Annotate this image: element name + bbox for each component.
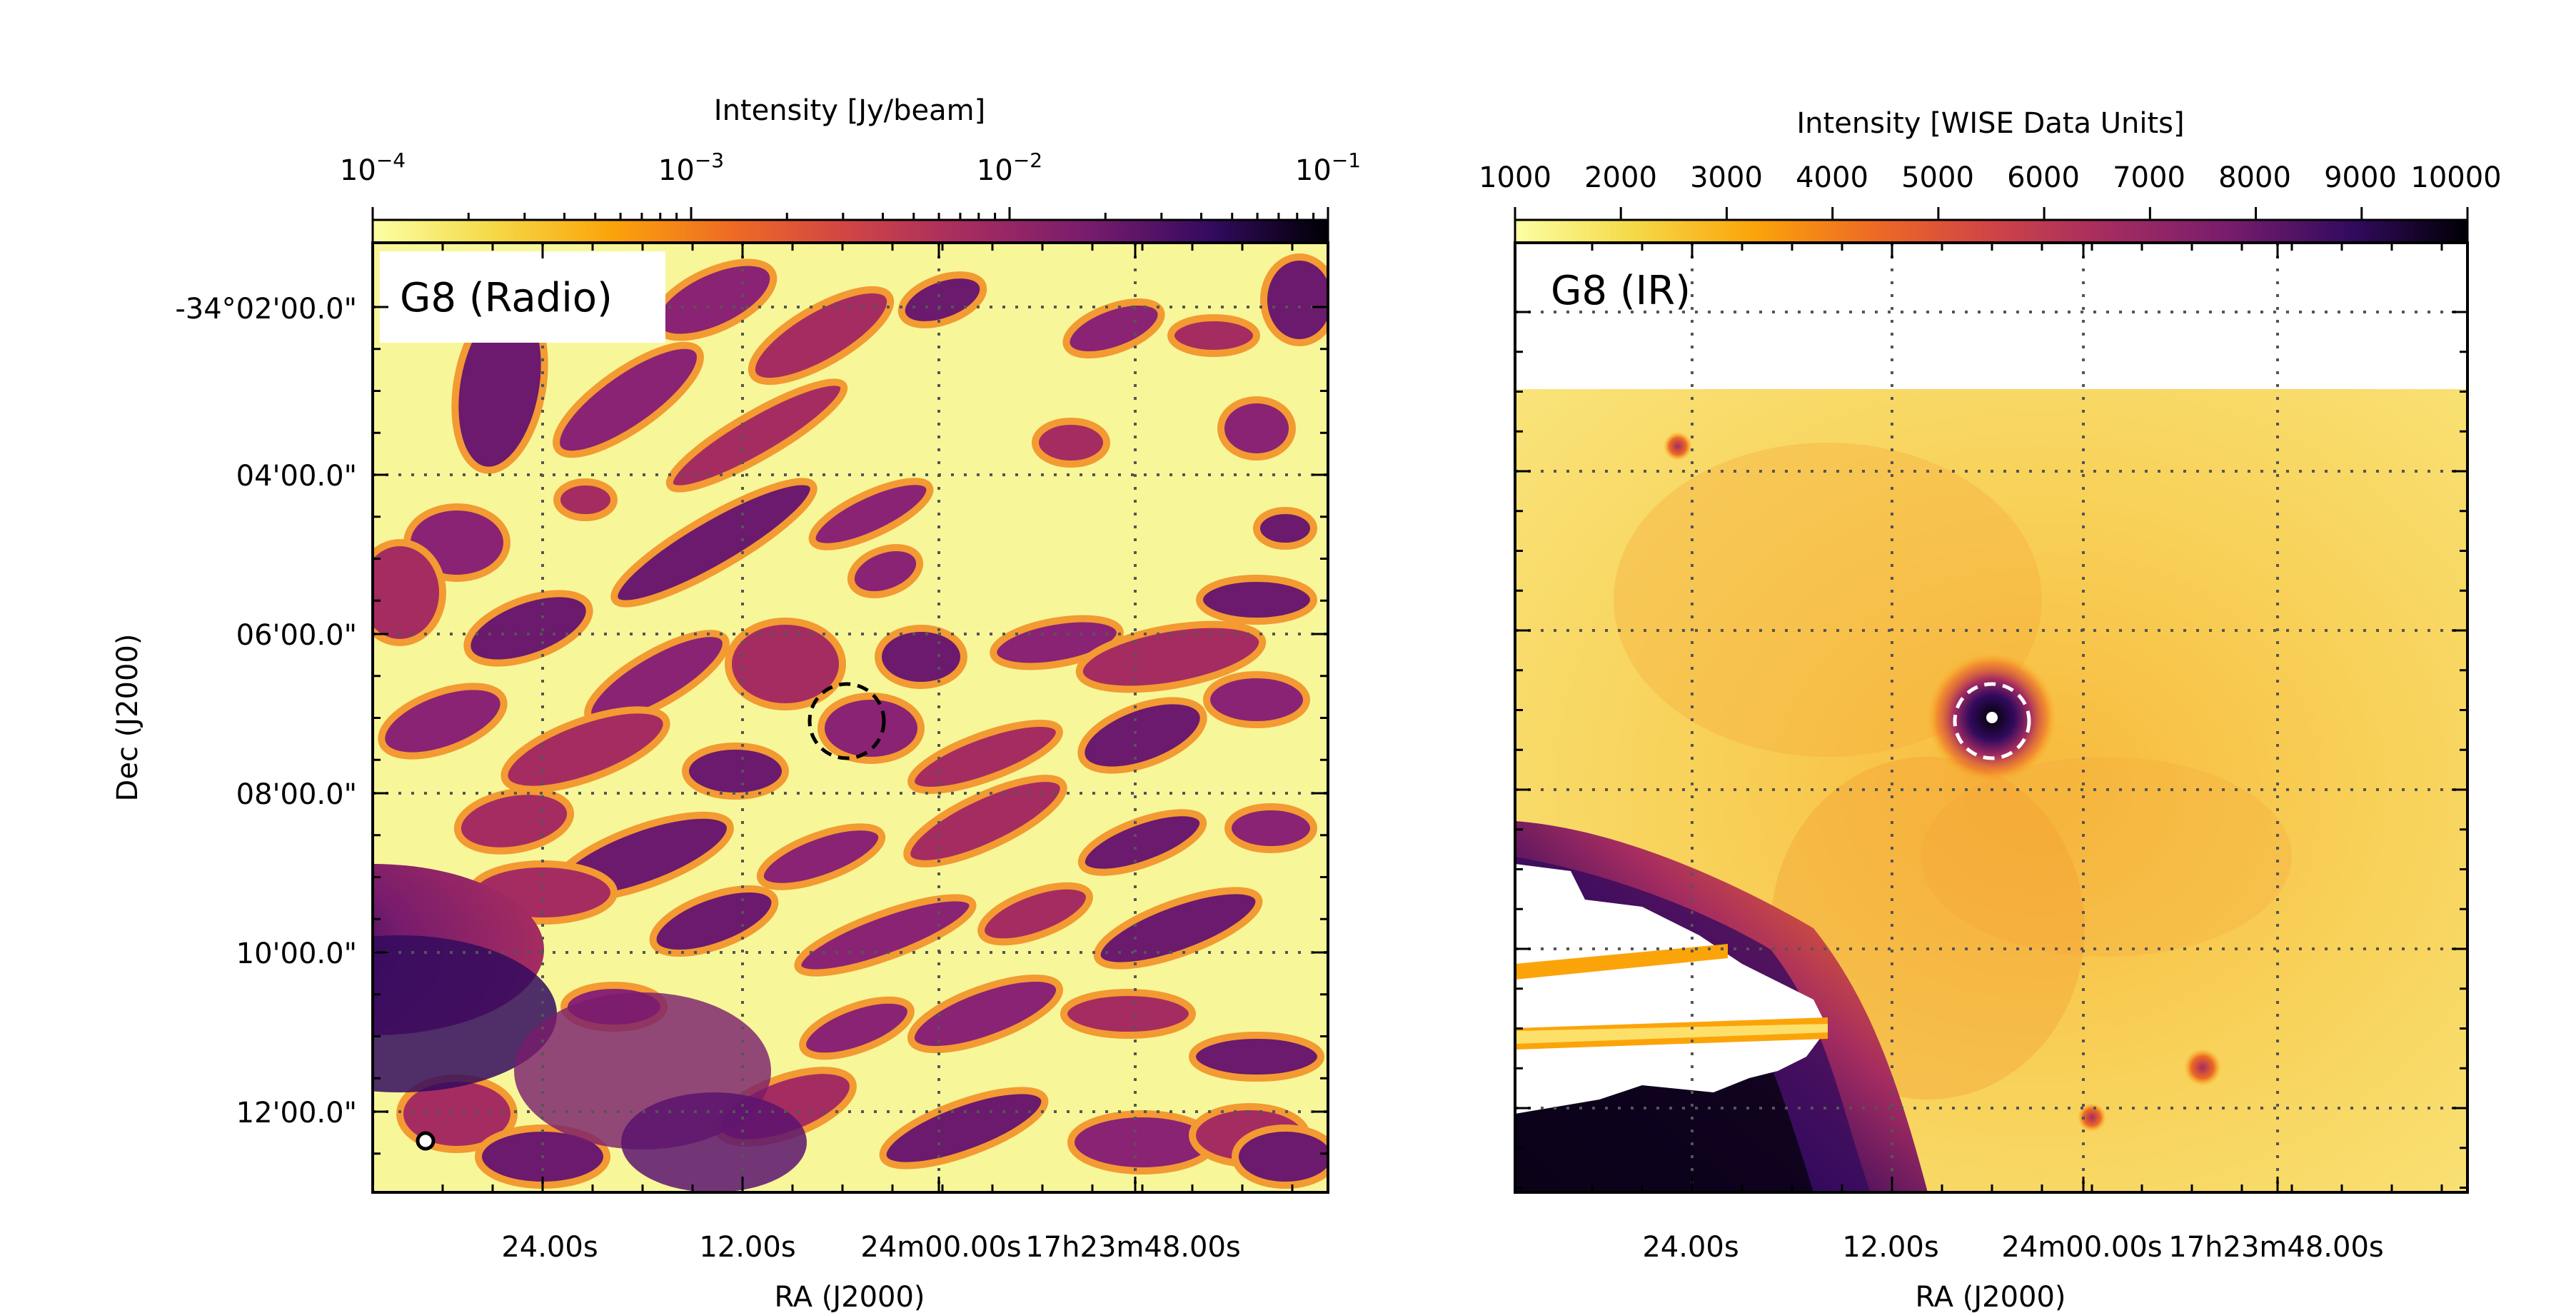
ir-cbar-tick-6: 6000 — [2007, 161, 2080, 194]
radio-emission-blob — [665, 378, 848, 493]
radio-emission-blob — [1032, 418, 1110, 468]
radio-ytick-6: 12'00.0" — [236, 1097, 357, 1130]
ir-cbar-tick-7: 7000 — [2113, 161, 2185, 194]
radio-emission-blob — [748, 286, 895, 386]
radio-emission-blob — [553, 478, 618, 521]
radio-emission-blob — [373, 539, 446, 646]
ir-colorbar-ticklabels: 1000 2000 3000 4000 5000 6000 7000 8000 … — [1479, 161, 2502, 194]
radio-emission-blob — [903, 775, 1067, 867]
ir-cbar-tick-5: 5000 — [1901, 161, 1974, 194]
radio-emission-blob — [847, 544, 924, 598]
radio-xlabel: RA (J2000) — [774, 1281, 925, 1313]
ir-cbar-tick-3: 3000 — [1690, 161, 1763, 194]
ir-xtick-3: 24m00.00s — [2001, 1231, 2162, 1264]
ir-target-circle — [1953, 682, 2031, 760]
ir-xtick-4: 17h23m48.00s — [2168, 1231, 2383, 1264]
beam-marker — [416, 1131, 436, 1151]
radio-emission-blob — [907, 975, 1064, 1053]
radio-label-box — [380, 251, 665, 343]
ir-cbar-tick-9: 9000 — [2324, 161, 2397, 194]
radio-emission-blob — [649, 885, 779, 957]
radio-xtick-3: 24m00.00s — [860, 1231, 1021, 1264]
ir-cbar-tick-8: 8000 — [2218, 161, 2291, 194]
ir-xlabel: RA (J2000) — [1915, 1281, 2066, 1313]
radio-grid — [373, 243, 1328, 1192]
radio-emission-blob — [907, 719, 1063, 795]
radio-emission-blob — [897, 271, 987, 328]
radio-panel: Intensity [Jy/beam] 10−4 10−3 10−2 10−1 … — [111, 94, 1361, 1313]
radio-xtick-4: 17h23m48.00s — [1025, 1231, 1240, 1264]
ir-xtick-1: 24.00s — [1642, 1231, 1739, 1264]
radio-emission-blob — [1075, 620, 1267, 693]
ir-colorbar-label: Intensity [WISE Data Units] — [1796, 107, 2184, 140]
radio-cbar-tick-3: 10−2 — [977, 149, 1042, 187]
radio-emission-blob — [1260, 253, 1328, 346]
ir-panel: Intensity [WISE Data Units] 1000 2000 30… — [1479, 107, 2502, 1313]
radio-emission-blob — [378, 683, 508, 760]
radio-emission-blob — [1224, 803, 1317, 853]
radio-colorbar-ticklabels: 10−4 10−3 10−2 10−1 — [340, 149, 1361, 187]
radio-target-circle — [807, 682, 886, 760]
radio-emission-blob — [463, 590, 593, 667]
radio-emission-blob — [1093, 887, 1263, 970]
ir-axis-ticks — [1515, 243, 2467, 1192]
radio-emission-blob — [817, 693, 925, 764]
ir-xtick-2: 12.00s — [1842, 1231, 1938, 1264]
radio-emission-blob — [1167, 314, 1260, 357]
ir-cbar-tick-10: 10000 — [2410, 161, 2501, 194]
radio-ytick-5: 10'00.0" — [236, 937, 357, 970]
radio-colorbar-label: Intensity [Jy/beam] — [714, 94, 985, 127]
radio-emission-blob — [808, 478, 934, 550]
radio-xtick-2: 12.00s — [699, 1231, 795, 1264]
radio-ytick-3: 06'00.0" — [236, 619, 357, 652]
ir-cbar-tick-4: 4000 — [1796, 161, 1868, 194]
radio-emission-blob — [553, 341, 704, 458]
ir-panel-label: G8 (IR) — [1551, 268, 1691, 314]
radio-emission-blob — [682, 743, 789, 800]
radio-ylabel: Dec (J2000) — [111, 634, 144, 802]
radio-emission-blob — [500, 706, 670, 793]
radio-cbar-tick-4: 10−1 — [1295, 149, 1361, 187]
radio-ytick-2: 04'00.0" — [236, 460, 357, 493]
radio-emission-blob — [799, 996, 915, 1060]
ir-xtick-labels: 24.00s 12.00s 24m00.00s 17h23m48.00s — [1642, 1231, 2383, 1264]
radio-emission-blob — [1189, 1032, 1324, 1082]
radio-emission-blob — [1253, 507, 1317, 550]
radio-colorbar-ticks — [371, 207, 1329, 220]
radio-emission-blob — [756, 823, 886, 890]
radio-emission-blob — [1217, 396, 1296, 461]
radio-emission-blob — [879, 1087, 1049, 1169]
radio-ytick-labels: -34°02'00.0" 04'00.0" 06'00.0" 08'00.0" … — [175, 293, 357, 1130]
radio-emission-blob — [794, 894, 977, 977]
radio-cbar-tick-2: 10−3 — [658, 149, 724, 187]
radio-emission-blob — [725, 618, 846, 710]
radio-cbar-tick-1: 10−4 — [340, 149, 406, 187]
radio-emission-blob — [1232, 1125, 1328, 1189]
radio-emission-blob — [1060, 989, 1196, 1039]
ir-grid — [1515, 243, 2467, 1192]
radio-emission-blob — [977, 882, 1093, 946]
radio-xtick-1: 24.00s — [501, 1231, 598, 1264]
ir-colorbar-ticks — [1514, 207, 2469, 220]
radio-emission-blob — [875, 625, 967, 689]
ir-cbar-tick-2: 2000 — [1584, 161, 1657, 194]
ir-image — [1515, 243, 2467, 1192]
radio-emission-blob — [1196, 575, 1317, 625]
radio-ytick-4: 08'00.0" — [236, 778, 357, 811]
radio-axis-ticks — [373, 243, 1328, 1192]
radio-panel-label: G8 (Radio) — [400, 275, 613, 321]
radio-ytick-1: -34°02'00.0" — [175, 293, 357, 326]
ir-cbar-tick-1: 1000 — [1479, 161, 1551, 194]
radio-xtick-labels: 24.00s 12.00s 24m00.00s 17h23m48.00s — [501, 1231, 1240, 1264]
radio-emission-blob — [1077, 697, 1207, 774]
radio-emission-blob — [610, 478, 817, 608]
radio-emission-blob — [1203, 671, 1310, 728]
